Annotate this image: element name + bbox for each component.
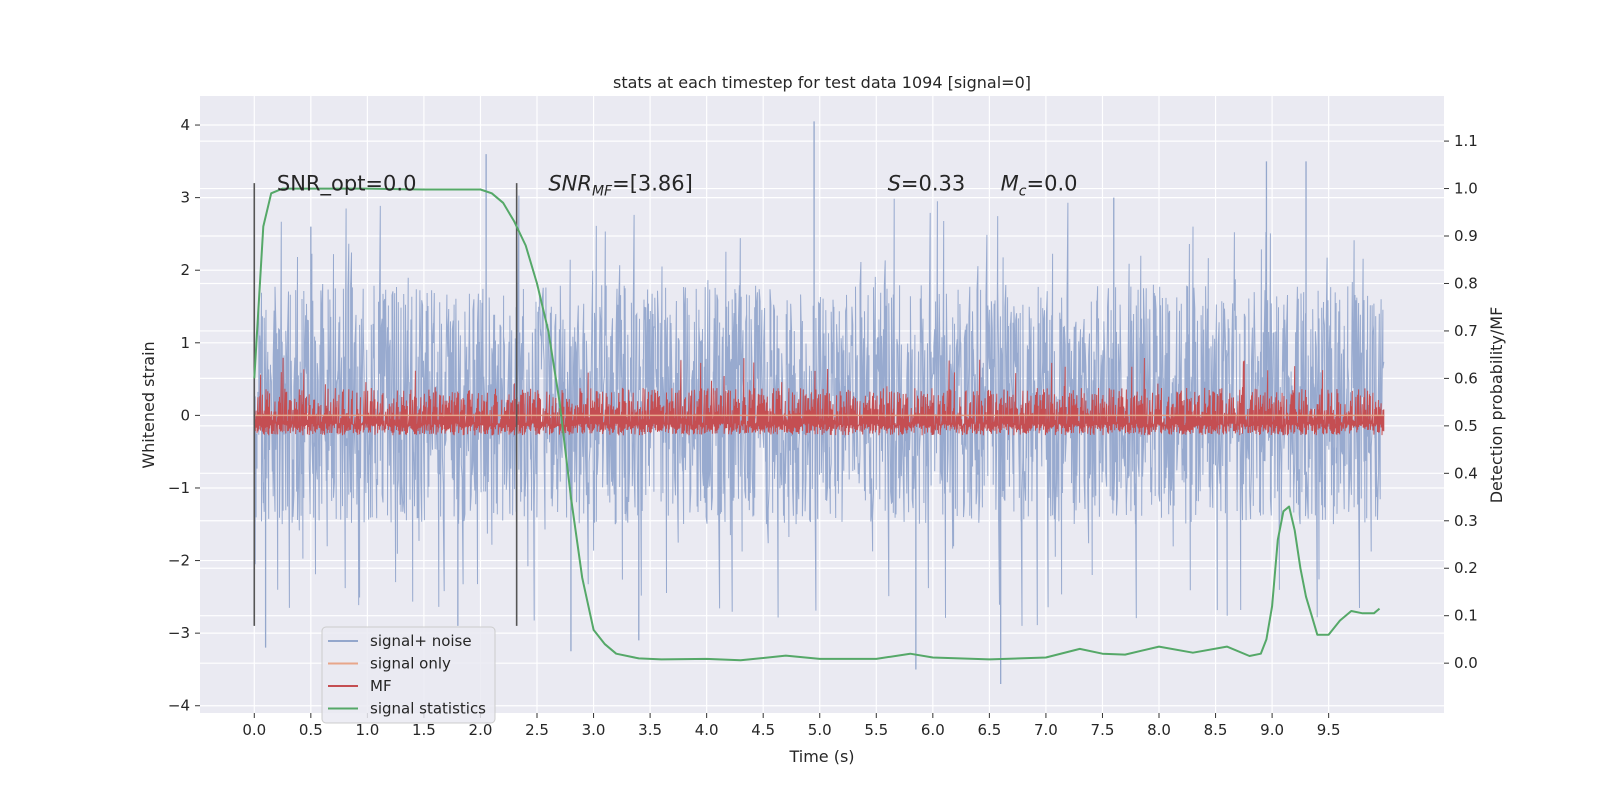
y-axis-label: Whitened strain	[139, 341, 158, 468]
y2-tick-label: 1.0	[1454, 180, 1478, 198]
x-tick-label: 1.5	[412, 721, 436, 739]
y-tick-label: −3	[168, 624, 190, 642]
signal-statistics-line	[253, 187, 1381, 662]
annotation-text: Mc=0.0	[1001, 171, 1078, 199]
x-tick-label: 8.0	[1147, 721, 1171, 739]
y2-tick-label: 0.6	[1454, 369, 1478, 387]
x-tick-label: 5.0	[808, 721, 832, 739]
annotation-text: SNR_opt=0.0	[277, 171, 417, 196]
y2-tick-label: 0.5	[1454, 417, 1478, 435]
y-tick-label: −2	[168, 552, 190, 570]
annotation-text: SNRMF=[3.86]	[548, 171, 693, 199]
x-tick-label: 4.5	[751, 721, 775, 739]
annotations: SNR_opt=0.0 SNRMF=[3.86] S=0.33 Mc=0.0	[277, 171, 1078, 199]
signal-noise-series	[253, 121, 1385, 684]
vertical-markers	[253, 183, 518, 626]
x-tick-label: 3.5	[638, 721, 662, 739]
y-tick-label: −4	[168, 697, 190, 715]
legend-label: signal+ noise	[370, 632, 472, 650]
axes: 0.0 0.5 1.0 1.5 2.0 2.5 3.0 3.5 4.0 4.5 5.0 5.5 6.0 6…	[168, 116, 1478, 739]
y-tick-label: 4	[180, 116, 190, 134]
y2-tick-label: 0.2	[1454, 559, 1478, 577]
x-axis-label: Time (s)	[788, 747, 854, 766]
signal-statistics-series	[253, 187, 1381, 662]
legend-label: signal only	[370, 655, 451, 673]
x-tick-label: 4.0	[695, 721, 719, 739]
signal-noise-line	[253, 195, 1385, 626]
x-tick-label: 5.5	[864, 721, 888, 739]
y-tick-label: 0	[180, 406, 190, 424]
x-tick-label: 2.0	[469, 721, 493, 739]
legend-box	[321, 626, 496, 724]
y2-tick-label: 0.4	[1454, 464, 1478, 482]
y2-axis-label: Detection probability/MF	[1487, 307, 1506, 504]
y2-tick-label: 0.3	[1454, 512, 1478, 530]
legend-label: signal statistics	[370, 700, 486, 718]
legend-label: MF	[370, 677, 392, 695]
legend: signal+ noise signal only MF signal statist…	[321, 626, 496, 724]
y-tick-label: −1	[168, 479, 190, 497]
x-tick-label: 2.5	[525, 721, 549, 739]
y-tick-label: 2	[180, 261, 190, 279]
x-tick-label: 6.0	[921, 721, 945, 739]
y2-tick-label: 0.8	[1454, 274, 1478, 292]
y2-tick-label: 0.1	[1454, 607, 1478, 625]
x-tick-label: 1.0	[355, 721, 379, 739]
y2-tick-label: 0.7	[1454, 322, 1478, 340]
annotation-text: S=0.33	[888, 171, 966, 195]
x-tick-label: 9.0	[1260, 721, 1284, 739]
x-tick-label: 9.5	[1317, 721, 1341, 739]
x-tick-label: 6.5	[977, 721, 1001, 739]
y-tick-label: 3	[180, 189, 190, 207]
x-tick-label: 3.0	[582, 721, 606, 739]
y2-tick-label: 0.0	[1454, 654, 1478, 672]
y-tick-label: 1	[180, 334, 190, 352]
y2-tick-label: 0.9	[1454, 227, 1478, 245]
x-tick-label: 8.5	[1204, 721, 1228, 739]
chart-title: stats at each timestep for test data 109…	[613, 73, 1031, 92]
x-tick-label: 7.5	[1091, 721, 1115, 739]
x-tick-label: 0.5	[299, 721, 323, 739]
x-tick-label: 7.0	[1034, 721, 1058, 739]
y2-tick-label: 1.1	[1454, 132, 1478, 150]
x-tick-label: 0.0	[242, 721, 266, 739]
